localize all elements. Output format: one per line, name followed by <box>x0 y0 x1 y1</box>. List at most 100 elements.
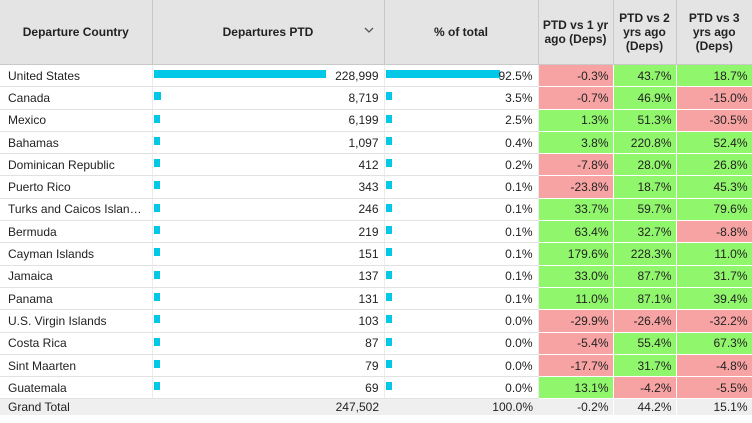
table-row[interactable]: Sint Maarten 79 0.0% -17.7% 31.7% -4.8% <box>0 354 752 378</box>
delta-vs3-cell: 79.6% <box>676 198 752 222</box>
delta-vs2-cell: 51.3% <box>613 109 677 132</box>
grand-total-vs-2yr: 44.2% <box>613 398 677 416</box>
departures-cell-value: 87 <box>365 336 379 351</box>
header-departures-ptd[interactable]: Departures PTD <box>152 0 385 65</box>
pct-total-cell: 0.1% <box>384 265 539 288</box>
header-vs-3yr[interactable]: PTD vs 3 yrs ago (Deps) <box>676 0 752 65</box>
pct-total-cell-value: 0.1% <box>505 247 533 262</box>
departures-cell-value: 246 <box>358 202 379 217</box>
delta-vs2-cell: 31.7% <box>613 354 677 378</box>
delta-vs3-cell: -8.8% <box>676 220 752 244</box>
delta-vs1-cell: -17.7% <box>538 354 614 378</box>
pct-total-cell-value: 0.4% <box>505 135 533 150</box>
country-cell: Bahamas <box>0 131 153 155</box>
delta-vs3-cell: 11.0% <box>676 242 752 266</box>
delta-vs2-cell: 59.7% <box>613 198 677 222</box>
country-cell: Dominican Republic <box>0 153 153 177</box>
departures-cell-bar <box>153 159 160 168</box>
table-row[interactable]: Canada 8,719 3.5% -0.7% 46.9% -15.0% <box>0 86 752 110</box>
departures-cell-value: 151 <box>358 247 379 262</box>
delta-vs2-cell: 87.1% <box>613 287 677 311</box>
country-cell: Guatemala <box>0 376 153 400</box>
delta-vs1-cell: 179.6% <box>538 242 614 266</box>
delta-vs3-cell: -30.5% <box>676 109 752 132</box>
header-vs-1yr[interactable]: PTD vs 1 yr ago (Deps) <box>538 0 614 65</box>
country-cell: Turks and Caicos Islan… <box>0 198 153 222</box>
country-cell: Cayman Islands <box>0 242 153 266</box>
pct-total-cell-bar <box>385 181 392 190</box>
table-row[interactable]: Cayman Islands 151 0.1% 179.6% 228.3% 11.0% <box>0 242 752 266</box>
departures-cell-bar <box>153 382 160 391</box>
delta-vs1-cell: -0.3% <box>538 64 614 88</box>
header-pct-total[interactable]: % of total <box>384 0 539 65</box>
delta-vs2-cell: -26.4% <box>613 309 677 333</box>
pct-total-cell: 0.4% <box>384 131 539 155</box>
table-row[interactable]: Guatemala 69 0.0% 13.1% -4.2% -5.5% <box>0 376 752 400</box>
table-row[interactable]: U.S. Virgin Islands 103 0.0% -29.9% -26.4% -3… <box>0 309 752 333</box>
grand-total-vs-3yr: 15.1% <box>676 398 752 416</box>
pct-total-cell-value: 0.1% <box>505 180 533 195</box>
delta-vs1-cell: -29.9% <box>538 309 614 333</box>
departures-cell: 219 <box>152 220 385 244</box>
pct-total-cell-value: 0.0% <box>505 358 533 373</box>
departures-cell-bar <box>153 92 161 101</box>
delta-vs3-cell: 45.3% <box>676 175 752 199</box>
table-row[interactable]: Costa Rica 87 0.0% -5.4% 55.4% 67.3% <box>0 332 752 355</box>
pct-total-cell-value: 3.5% <box>505 90 533 105</box>
table-row[interactable]: Puerto Rico 343 0.1% -23.8% 18.7% 45.3% <box>0 175 752 199</box>
pct-total-cell: 0.1% <box>384 175 539 199</box>
delta-vs3-cell: -4.8% <box>676 354 752 378</box>
departures-cell-bar <box>153 181 160 190</box>
table-row[interactable]: United States 228,999 92.5% -0.3% 43.7% 18.7% <box>0 64 752 88</box>
pct-total-cell: 0.2% <box>384 153 539 177</box>
header-departure-country[interactable]: Departure Country <box>0 0 153 65</box>
departures-cell: 6,199 <box>152 109 385 132</box>
departures-cell-value: 69 <box>365 380 379 395</box>
table-row[interactable]: Panama 131 0.1% 11.0% 87.1% 39.4% <box>0 287 752 311</box>
departures-cell: 246 <box>152 198 385 222</box>
pct-total-cell-value: 0.1% <box>505 224 533 239</box>
country-cell: U.S. Virgin Islands <box>0 309 153 333</box>
departures-cell: 137 <box>152 265 385 288</box>
grand-total-departures: 247,502 <box>152 398 384 416</box>
table-row[interactable]: Dominican Republic 412 0.2% -7.8% 28.0% 26.8% <box>0 153 752 177</box>
table-row[interactable]: Jamaica 137 0.1% 33.0% 87.7% 31.7% <box>0 265 752 288</box>
delta-vs1-cell: -7.8% <box>538 153 614 177</box>
departures-cell: 103 <box>152 309 385 333</box>
departures-cell-bar <box>153 292 160 301</box>
grand-total-row: Grand Total 247,502 100.0% -0.2% 44.2% 1… <box>0 398 752 416</box>
departures-cell-bar <box>153 70 326 78</box>
departures-cell-bar <box>153 359 160 368</box>
chevron-down-icon[interactable] <box>364 25 374 35</box>
departures-cell-value: 103 <box>358 313 379 328</box>
table-row[interactable]: Mexico 6,199 2.5% 1.3% 51.3% -30.5% <box>0 109 752 132</box>
country-cell: Puerto Rico <box>0 175 153 199</box>
pct-total-cell-value: 0.1% <box>505 269 533 284</box>
header-vs-2yr[interactable]: PTD vs 2 yrs ago (Deps) <box>613 0 677 65</box>
pct-total-cell: 2.5% <box>384 109 539 132</box>
pct-total-cell-bar <box>385 382 392 391</box>
departures-cell-value: 343 <box>358 180 379 195</box>
delta-vs1-cell: 11.0% <box>538 287 614 311</box>
table-row[interactable]: Bermuda 219 0.1% 63.4% 32.7% -8.8% <box>0 220 752 244</box>
country-cell: Panama <box>0 287 153 311</box>
pct-total-cell-value: 0.0% <box>505 336 533 351</box>
delta-vs2-cell: 32.7% <box>613 220 677 244</box>
header-row: Departure Country Departures PTD % of to… <box>0 0 752 65</box>
delta-vs3-cell: 39.4% <box>676 287 752 311</box>
departures-cell: 151 <box>152 242 385 266</box>
grand-total-pct: 100.0% <box>384 398 538 416</box>
pct-total-cell: 0.0% <box>384 376 539 400</box>
table-row[interactable]: Turks and Caicos Islan… 246 0.1% 33.7% 59.7%… <box>0 198 752 222</box>
delta-vs2-cell: 87.7% <box>613 265 677 288</box>
pct-total-cell-value: 0.0% <box>505 380 533 395</box>
departures-cell-value: 219 <box>358 224 379 239</box>
pct-total-cell-value: 2.5% <box>505 113 533 128</box>
delta-vs2-cell: 46.9% <box>613 86 677 110</box>
delta-vs1-cell: -5.4% <box>538 332 614 355</box>
country-cell: Costa Rica <box>0 332 153 355</box>
delta-vs2-cell: 220.8% <box>613 131 677 155</box>
pct-total-cell: 0.1% <box>384 287 539 311</box>
table-row[interactable]: Bahamas 1,097 0.4% 3.8% 220.8% 52.4% <box>0 131 752 155</box>
departures-cell-value: 1,097 <box>348 135 379 150</box>
